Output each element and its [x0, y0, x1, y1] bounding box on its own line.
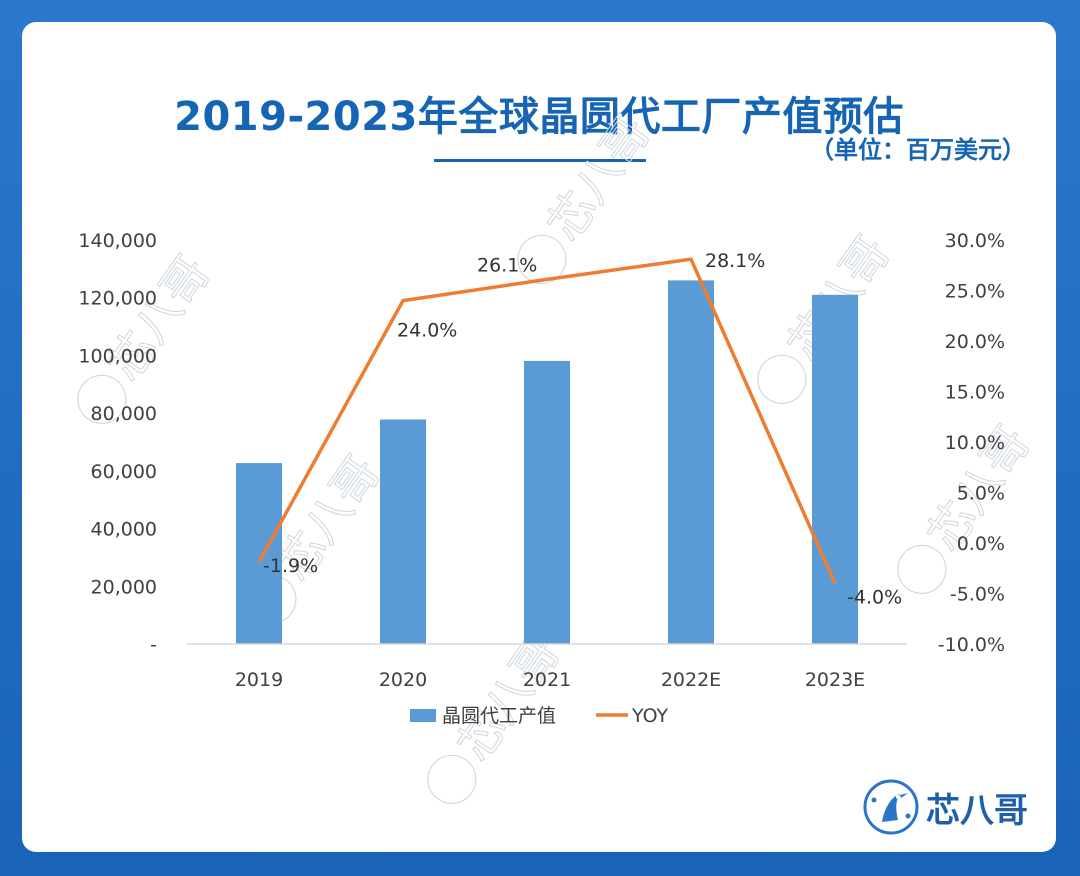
bar-series	[236, 280, 858, 644]
x-tick-label: 2023E	[805, 669, 865, 691]
chart-card: 2019-2023年全球晶圆代工厂产值预估 （单位：百万美元） 芯八哥 芯八哥 芯八…	[22, 22, 1056, 852]
title-underline	[434, 159, 646, 162]
left-tick-label: 80,000	[91, 403, 157, 425]
chart-title: 2019-2023年全球晶圆代工厂产值预估	[174, 94, 904, 140]
yoy-data-label: 28.1%	[705, 250, 765, 272]
right-axis: -10.0% -5.0% 0.0% 5.0% 10.0% 15.0% 20.0% 25.0% 3…	[938, 230, 1005, 656]
x-tick-label: 2019	[235, 669, 283, 691]
right-tick-label: -10.0%	[938, 634, 1005, 656]
left-tick-label: 140,000	[78, 230, 157, 252]
bar-2022E	[668, 280, 714, 644]
yoy-line	[257, 257, 837, 585]
bird-logo-icon	[863, 779, 919, 835]
left-tick-label: 100,000	[78, 345, 157, 367]
left-tick-label: -	[150, 634, 157, 656]
svg-text:芯八哥: 芯八哥	[447, 626, 570, 770]
combo-chart: 芯八哥芯八哥芯八哥芯八哥芯八哥芯八哥 -20,00040,00060,00080…	[77, 106, 1041, 804]
yoy-data-label: -1.9%	[263, 555, 318, 577]
x-tick-label: 2022E	[661, 669, 721, 691]
bar-2023E	[812, 294, 858, 644]
x-tick-label: 2021	[523, 669, 571, 691]
svg-text:芯八哥: 芯八哥	[97, 246, 220, 390]
right-tick-label: -5.0%	[950, 584, 1005, 606]
right-tick-label: 20.0%	[945, 331, 1005, 353]
unit-note: （单位：百万美元）	[810, 136, 1026, 164]
right-tick-label: 30.0%	[945, 230, 1005, 252]
bar-2020	[380, 419, 426, 644]
right-tick-label: 0.0%	[957, 533, 1005, 555]
yoy-data-label: 26.1%	[477, 254, 537, 276]
bar-2021	[524, 360, 570, 644]
right-tick-label: 10.0%	[945, 432, 1005, 454]
left-tick-label: 60,000	[91, 461, 157, 483]
yoy-data-labels: -1.9% 24.0% 26.1% 28.1% -4.0%	[263, 250, 902, 608]
x-tick-label: 2020	[379, 669, 427, 691]
left-tick-label: 20,000	[91, 576, 157, 598]
right-tick-label: 5.0%	[957, 483, 1005, 505]
svg-text:芯八哥: 芯八哥	[537, 106, 660, 250]
right-tick-label: 15.0%	[945, 382, 1005, 404]
legend-label-line: YOY	[631, 705, 668, 727]
legend-label-bar: 晶圆代工产值	[442, 705, 556, 727]
brand-logo: 芯八哥	[862, 778, 1028, 836]
left-tick-label: 120,000	[78, 288, 157, 310]
yoy-data-label: -4.0%	[847, 586, 902, 608]
bar-2019	[236, 463, 282, 644]
x-axis: 2019 2020 2021 2022E 2023E	[235, 669, 865, 691]
left-tick-label: 40,000	[91, 519, 157, 541]
yoy-data-label: 24.0%	[397, 320, 457, 342]
left-axis: - 20,000 40,000 60,000 80,000 100,000 120,000 1…	[78, 230, 157, 656]
legend: 晶圆代工产值 YOY	[410, 705, 668, 727]
right-tick-label: 25.0%	[945, 281, 1005, 303]
legend-swatch-bar	[410, 709, 436, 722]
logo-text: 芯八哥	[926, 790, 1028, 831]
